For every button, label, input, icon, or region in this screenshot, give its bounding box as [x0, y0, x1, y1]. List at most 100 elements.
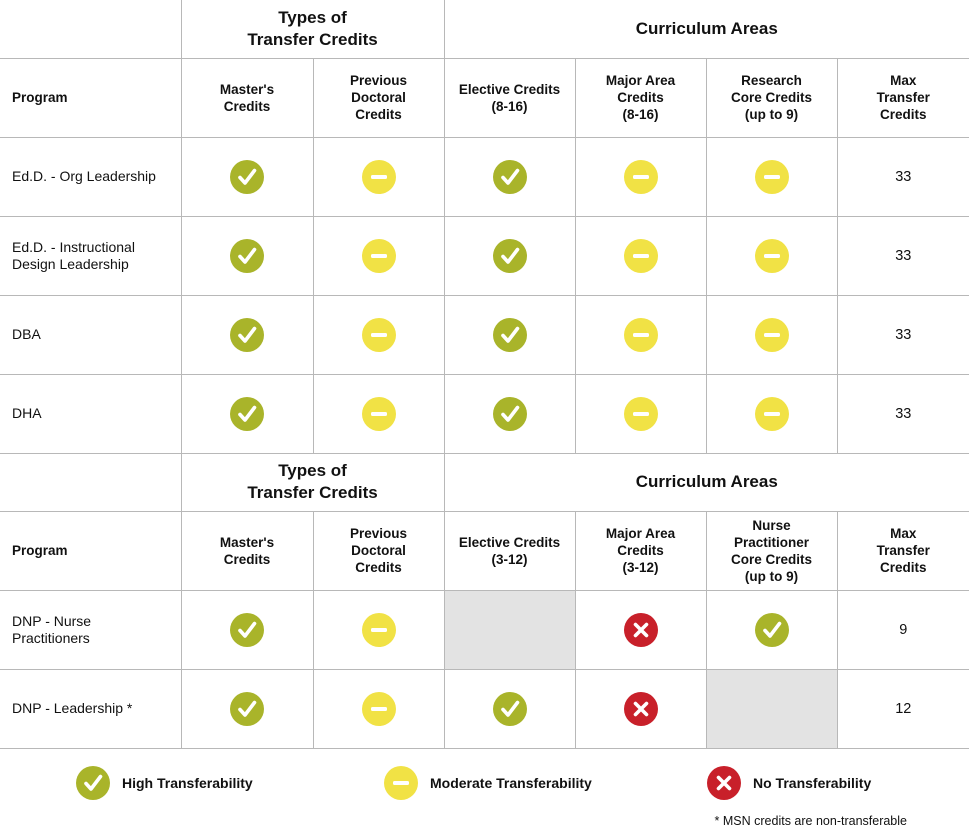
- rating-cell-previous-doctoral: [312, 373, 445, 454]
- x-circle-icon: [623, 612, 658, 647]
- max-transfer-value: 33: [836, 294, 969, 375]
- rating-cell-previous-doctoral: [312, 215, 445, 296]
- legend-item-high: High Transferability: [76, 762, 253, 804]
- column-header-max-transfer: Max Transfer Credits: [836, 57, 969, 138]
- column-header-research-core: Research Core Credits (up to 9): [705, 57, 838, 138]
- table-2-body: DNP - Nurse Practitioners 9 DNP - Leadersh…: [0, 590, 969, 749]
- minus-circle-icon: [754, 159, 789, 194]
- table-row: Ed.D. - Org Leadership 33: [0, 137, 969, 217]
- check-circle-icon: [230, 317, 264, 352]
- minus-circle-icon: [623, 396, 658, 431]
- minus-circle-icon: [361, 159, 396, 194]
- program-name: DNP - Nurse Practitioners: [0, 590, 182, 670]
- rating-cell-previous-doctoral: [312, 137, 445, 217]
- table-1-body: Ed.D. - Org Leadership 33 Ed.D. - Instruct…: [0, 137, 969, 454]
- rating-cell-major-area: [574, 137, 707, 217]
- check-circle-icon: [754, 612, 789, 647]
- rating-cell-elective: [443, 137, 576, 217]
- column-header-program: Program: [0, 510, 182, 591]
- check-circle-icon: [230, 691, 264, 726]
- column-header-elective: Elective Credits (3-12): [443, 510, 576, 591]
- table-row: DNP - Leadership * 12: [0, 668, 969, 749]
- rating-cell-major-area: [574, 373, 707, 454]
- program-name: DBA: [0, 294, 182, 375]
- table-row: DHA 33: [0, 373, 969, 454]
- minus-circle-icon: [623, 317, 658, 352]
- program-name: DHA: [0, 373, 182, 454]
- column-header-masters: Master's Credits: [180, 510, 314, 591]
- minus-circle-icon: [361, 396, 396, 431]
- rating-cell-major-area: [574, 590, 707, 670]
- column-header-major-area: Major Area Credits (8-16): [574, 57, 707, 138]
- legend-label-high: High Transferability: [122, 775, 253, 791]
- column-header-row: Program Master's Credits Previous Doctor…: [0, 510, 969, 591]
- legend-item-none: No Transferability: [707, 762, 871, 804]
- program-name: DNP - Leadership *: [0, 668, 182, 749]
- max-transfer-value: 12: [836, 668, 969, 749]
- max-transfer-value: 9: [836, 590, 969, 670]
- rating-cell-masters: [180, 373, 314, 454]
- minus-circle-icon: [623, 238, 658, 273]
- legend-label-none: No Transferability: [753, 775, 872, 791]
- group-header-curriculum: Curriculum Areas: [443, 453, 969, 512]
- max-transfer-value: 33: [836, 215, 969, 296]
- program-name: Ed.D. - Instructional Design Leadership: [0, 215, 182, 296]
- legend-label-moderate: Moderate Transferability: [430, 775, 592, 791]
- column-header-row: Program Master's Credits Previous Doctor…: [0, 57, 969, 138]
- x-circle-icon: [707, 766, 741, 800]
- not-applicable-cell-core: [705, 668, 838, 749]
- group-header-row: Types of Transfer Credits Curriculum Are…: [0, 453, 969, 512]
- group-header-types: Types of Transfer Credits: [180, 0, 445, 59]
- check-circle-icon: [230, 159, 264, 194]
- rating-cell-core: [705, 215, 838, 296]
- rating-cell-elective: [443, 373, 576, 454]
- rating-cell-major-area: [574, 668, 707, 749]
- column-header-nurse-practitioner-core: Nurse Practitioner Core Credits (up to 9…: [705, 510, 838, 591]
- program-name: Ed.D. - Org Leadership: [0, 137, 182, 217]
- check-circle-icon: [492, 238, 527, 273]
- group-header-row: Types of Transfer Credits Curriculum Are…: [0, 0, 969, 59]
- group-header-curriculum: Curriculum Areas: [443, 0, 969, 59]
- footnote: * MSN credits are non-transferable: [714, 814, 907, 828]
- rating-cell-masters: [180, 668, 314, 749]
- minus-circle-icon: [361, 317, 396, 352]
- rating-cell-previous-doctoral: [312, 668, 445, 749]
- rating-cell-previous-doctoral: [312, 294, 445, 375]
- x-circle-icon: [623, 691, 658, 726]
- check-circle-icon: [230, 396, 264, 431]
- transfer-credits-table-2: Types of Transfer Credits Curriculum Are…: [0, 453, 969, 749]
- max-transfer-value: 33: [836, 373, 969, 454]
- max-transfer-value: 33: [836, 137, 969, 217]
- minus-circle-icon: [361, 238, 396, 273]
- check-circle-icon: [230, 612, 264, 647]
- column-header-masters: Master's Credits: [180, 57, 314, 138]
- minus-circle-icon: [623, 159, 658, 194]
- rating-cell-core: [705, 590, 838, 670]
- rating-cell-major-area: [574, 215, 707, 296]
- group-header-types: Types of Transfer Credits: [180, 453, 445, 512]
- rating-cell-masters: [180, 294, 314, 375]
- minus-circle-icon: [754, 396, 789, 431]
- minus-circle-icon: [361, 691, 396, 726]
- table-row: DBA 33: [0, 294, 969, 375]
- column-header-max-transfer: Max Transfer Credits: [836, 510, 969, 591]
- rating-cell-core: [705, 294, 838, 375]
- check-circle-icon: [230, 238, 264, 273]
- check-circle-icon: [492, 317, 527, 352]
- rating-cell-elective: [443, 215, 576, 296]
- table-row: DNP - Nurse Practitioners 9: [0, 590, 969, 670]
- check-circle-icon: [492, 691, 527, 726]
- rating-cell-core: [705, 137, 838, 217]
- minus-circle-icon: [361, 612, 396, 647]
- blank-corner-cell: [0, 453, 182, 512]
- minus-circle-icon: [384, 766, 418, 800]
- rating-cell-major-area: [574, 294, 707, 375]
- column-header-previous-doctoral: Previous Doctoral Credits: [312, 510, 445, 591]
- table-row: Ed.D. - Instructional Design Leadership 3…: [0, 215, 969, 296]
- rating-cell-elective: [443, 668, 576, 749]
- rating-cell-masters: [180, 137, 314, 217]
- rating-cell-masters: [180, 590, 314, 670]
- check-circle-icon: [492, 159, 527, 194]
- column-header-program: Program: [0, 57, 182, 138]
- rating-cell-elective: [443, 294, 576, 375]
